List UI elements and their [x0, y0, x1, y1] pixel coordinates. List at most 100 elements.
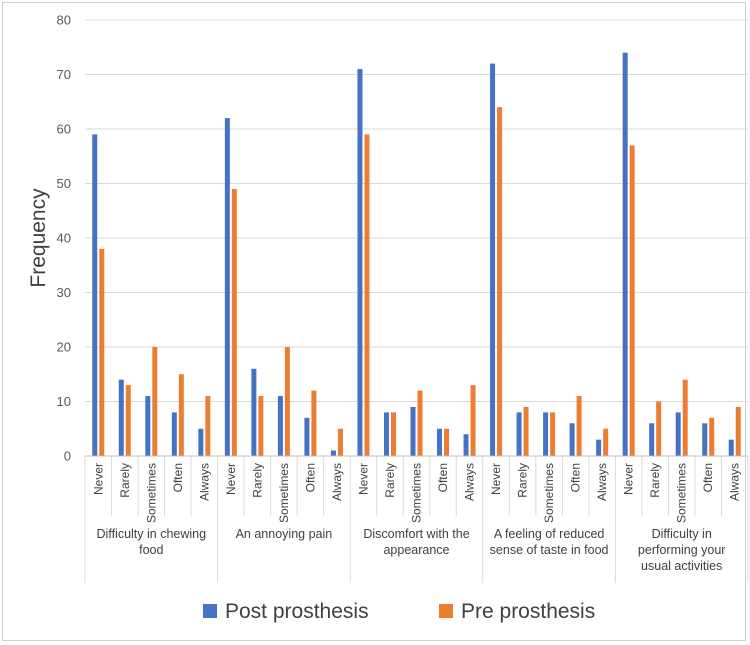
- bar-pre-prosthesis: [656, 401, 662, 456]
- legend-label: Pre prosthesis: [461, 600, 595, 623]
- bar-pre-prosthesis: [364, 134, 370, 456]
- y-tick-label: 50: [57, 176, 71, 191]
- x-category-label: Often: [701, 463, 715, 492]
- bar-post-prosthesis: [675, 412, 681, 456]
- bar-post-prosthesis: [702, 423, 708, 456]
- x-category-label: Sometimes: [542, 463, 556, 523]
- y-axis-ticks: 0 10 20 30 40 50 60 70 80: [57, 13, 71, 464]
- x-group-label-line: Difficulty in chewing: [97, 527, 207, 541]
- y-tick-label: 20: [57, 340, 71, 355]
- x-group-label-line: appearance: [383, 543, 449, 557]
- bar-pre-prosthesis: [258, 396, 264, 456]
- y-tick-label: 0: [64, 449, 71, 464]
- x-category-label: Never: [224, 463, 238, 495]
- x-group-label-line: Difficulty in: [652, 527, 712, 541]
- x-group-label: A feeling of reduced sense of taste in fo…: [490, 527, 609, 557]
- y-tick-label: 30: [57, 285, 71, 300]
- bar-pre-prosthesis: [337, 428, 343, 456]
- x-category-label: Sometimes: [410, 463, 424, 523]
- bar-pre-prosthesis: [523, 406, 529, 456]
- x-category-label: Never: [91, 463, 105, 495]
- x-group-label-line: An annoying pain: [236, 527, 333, 541]
- gridlines: [85, 19, 748, 457]
- x-category-label: Rarely: [383, 463, 397, 498]
- x-group-label: An annoying pain: [236, 527, 333, 541]
- bar-post-prosthesis: [118, 379, 124, 456]
- x-group-label: Discomfort with the appearance: [363, 527, 469, 557]
- x-category-label: Always: [728, 463, 742, 501]
- y-tick-label: 60: [57, 122, 71, 137]
- bar-pre-prosthesis: [497, 107, 503, 456]
- x-category-label: Never: [356, 463, 370, 495]
- bar-post-prosthesis: [304, 417, 310, 456]
- y-tick-label: 10: [57, 394, 71, 409]
- y-tick-label: 40: [57, 231, 71, 246]
- bar-pre-prosthesis: [444, 428, 450, 456]
- x-category-label: Never: [622, 463, 636, 495]
- x-category-label: Rarely: [516, 463, 530, 498]
- bar-post-prosthesis: [649, 423, 655, 456]
- x-group-label-line: sense of taste in food: [490, 543, 609, 557]
- x-category-label: Always: [463, 463, 477, 501]
- x-category-label: Rarely: [118, 463, 132, 498]
- x-group-label: Difficulty in chewing food: [97, 527, 207, 557]
- bar-post-prosthesis: [596, 439, 602, 456]
- bar-pre-prosthesis: [284, 347, 290, 456]
- bar-post-prosthesis: [569, 423, 575, 456]
- bar-post-prosthesis: [198, 428, 204, 456]
- x-category-label: Sometimes: [675, 463, 689, 523]
- legend-label: Post prosthesis: [225, 600, 369, 623]
- bar-pre-prosthesis: [231, 188, 237, 456]
- bar-post-prosthesis: [330, 450, 336, 456]
- bar-pre-prosthesis: [550, 412, 556, 456]
- bar-post-prosthesis: [383, 412, 389, 456]
- bar-post-prosthesis: [145, 396, 151, 456]
- bar-pre-prosthesis: [709, 417, 715, 456]
- bar-pre-prosthesis: [682, 379, 688, 456]
- bar-post-prosthesis: [277, 396, 283, 456]
- x-category-label: Often: [303, 463, 317, 492]
- x-group-label-line: performing your: [638, 543, 726, 557]
- bar-post-prosthesis: [171, 412, 177, 456]
- bar-pre-prosthesis: [178, 374, 184, 456]
- bar-pre-prosthesis: [735, 406, 741, 456]
- x-group-label-line: A feeling of reduced: [494, 527, 605, 541]
- bar-post-prosthesis: [410, 406, 416, 456]
- x-category-label: Never: [489, 463, 503, 495]
- x-category-label: Often: [569, 463, 583, 492]
- x-axis: Never Rarely Sometimes Often Always Difficult…: [84, 455, 749, 583]
- x-group-label: Difficulty in performing your usual activi…: [638, 527, 726, 573]
- bar-post-prosthesis: [490, 63, 496, 456]
- bar-pre-prosthesis: [152, 347, 158, 456]
- x-category-label: Sometimes: [277, 463, 291, 523]
- bar-post-prosthesis: [728, 439, 734, 456]
- legend-swatch: [439, 604, 453, 618]
- bar-pre-prosthesis: [205, 396, 211, 456]
- x-group-label-line: usual activities: [641, 559, 722, 573]
- x-category-label: Often: [171, 463, 185, 492]
- bar-post-prosthesis: [251, 368, 257, 456]
- bar-post-prosthesis: [357, 69, 363, 457]
- bar-post-prosthesis: [463, 434, 469, 456]
- y-tick-label: 80: [57, 13, 71, 28]
- legend: Post prosthesis Pre prosthesis: [203, 600, 595, 623]
- bar-pre-prosthesis: [417, 390, 423, 456]
- x-group-label-line: food: [139, 543, 163, 557]
- legend-swatch: [203, 604, 217, 618]
- bar-pre-prosthesis: [603, 428, 609, 456]
- bar-post-prosthesis: [516, 412, 522, 456]
- bar-post-prosthesis: [543, 412, 549, 456]
- bars: [92, 52, 741, 457]
- bar-pre-prosthesis: [311, 390, 317, 456]
- y-tick-label: 70: [57, 67, 71, 82]
- x-group-label-line: Discomfort with the: [363, 527, 469, 541]
- bar-post-prosthesis: [437, 428, 443, 456]
- x-category-label: Sometimes: [144, 463, 158, 523]
- bar-pre-prosthesis: [470, 385, 476, 456]
- bar-pre-prosthesis: [390, 412, 396, 456]
- bar-post-prosthesis: [92, 134, 98, 456]
- x-category-label: Always: [595, 463, 609, 501]
- y-axis-label: Frequency: [27, 188, 50, 288]
